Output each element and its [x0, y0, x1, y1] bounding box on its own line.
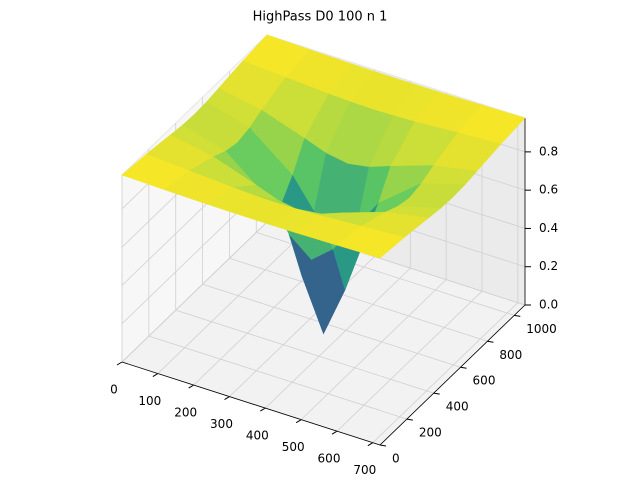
- x-tick: [295, 419, 302, 424]
- x-tick: [224, 396, 230, 401]
- x-tick-label: 300: [210, 417, 233, 431]
- grid-line: [202, 283, 461, 368]
- x-tick: [367, 442, 374, 447]
- z-tick-label: 0.4: [539, 221, 558, 235]
- axis-line: [379, 304, 526, 446]
- chart-title: HighPass D0 100 n 1: [253, 10, 388, 25]
- grid-line: [229, 256, 375, 397]
- x-tick-label: 700: [353, 463, 376, 477]
- y-tick-label: 200: [419, 426, 442, 440]
- grid-line: [300, 279, 447, 420]
- x-tick-label: 100: [138, 394, 161, 408]
- x-tick-label: 400: [246, 429, 269, 443]
- y-tick: [406, 418, 413, 421]
- y-tick-label: 600: [473, 374, 496, 388]
- y-tick: [433, 392, 440, 395]
- x-tick-label: 600: [318, 452, 341, 466]
- grid-line: [157, 233, 304, 374]
- y-tick-label: 800: [499, 348, 522, 362]
- x-tick: [188, 384, 194, 389]
- x-tick: [260, 407, 266, 412]
- z-tick-label: 0.0: [539, 298, 558, 312]
- x-tick: [152, 373, 159, 377]
- grid-line: [336, 290, 483, 432]
- grid-line: [121, 221, 268, 363]
- surface-patch: [336, 225, 405, 259]
- axis-line: [121, 361, 381, 446]
- x-tick-label: 200: [174, 406, 197, 420]
- grid-line: [265, 267, 411, 409]
- x-tick: [331, 430, 338, 435]
- grid-line: [148, 335, 407, 420]
- x-tick-label: 0: [110, 383, 118, 397]
- y-tick: [460, 366, 467, 369]
- z-tick-label: 0.2: [539, 259, 558, 273]
- y-tick-label: 0: [392, 452, 400, 466]
- y-tick: [514, 314, 521, 317]
- z-tick-label: 0.8: [539, 144, 558, 158]
- x-tick-label: 500: [282, 440, 305, 454]
- x-tick: [116, 361, 123, 366]
- y-tick-label: 400: [446, 400, 469, 414]
- y-tick: [487, 340, 494, 343]
- y-tick-label: 1000: [526, 322, 557, 336]
- grid-line: [229, 257, 488, 342]
- y-tick: [379, 444, 387, 447]
- z-tick-label: 0.6: [539, 183, 558, 197]
- grid-line: [175, 309, 434, 394]
- grid-line: [372, 302, 519, 443]
